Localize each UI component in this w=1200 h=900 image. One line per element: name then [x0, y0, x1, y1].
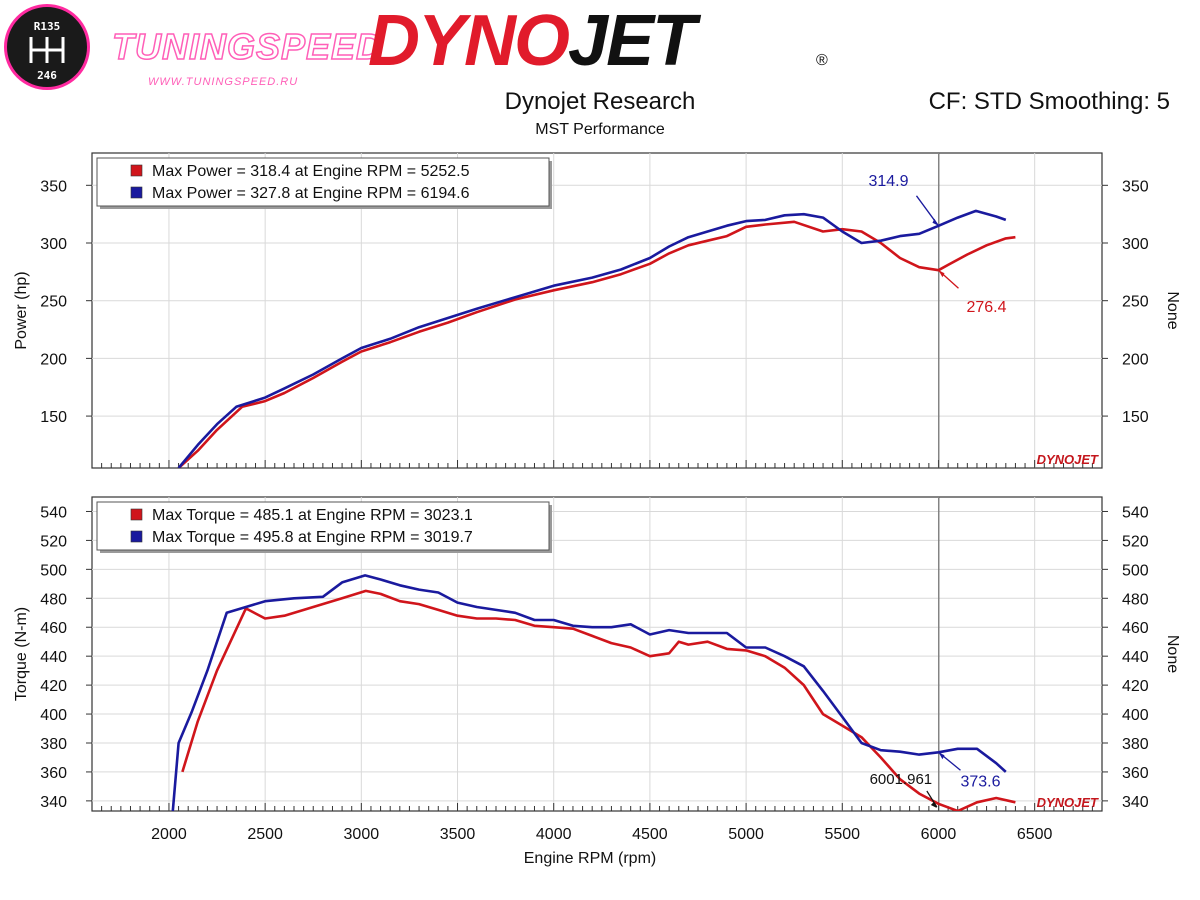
torque-red-run-line [181, 589, 1016, 811]
torque-y-tick-label: 400 [40, 707, 67, 724]
brand-part-a: DYNO [368, 1, 570, 81]
torque-y-tick-label: 540 [40, 504, 67, 521]
torque-y2-tick-label: 540 [1122, 504, 1149, 521]
cursor-readout-arrow [930, 802, 937, 808]
power-y2-tick-label: 250 [1122, 294, 1149, 311]
power-chart: 150 150 200 200 250 250 300 300 350 350 Power (hp)… [13, 152, 1181, 469]
torque-y-tick-label: 520 [40, 533, 67, 550]
torque-y2-tick-label: 500 [1122, 562, 1149, 579]
x-tick-label: 3000 [344, 826, 380, 843]
power-legend-swatch [130, 186, 143, 199]
correction-settings: CF: STD Smoothing: 5 [928, 88, 1170, 115]
brand-part-b: JET [568, 1, 696, 81]
torque-y2-tick-label: 360 [1122, 765, 1149, 782]
power-y-tick-label: 350 [40, 178, 67, 195]
torque-y2-tick-label: 420 [1122, 678, 1149, 695]
power-y2-tick-label: 300 [1122, 236, 1149, 253]
torque-y-tick-label: 500 [40, 562, 67, 579]
x-tick-label: 6500 [1017, 826, 1053, 843]
torque-legend-entry: Max Torque = 485.1 at Engine RPM = 3023.… [152, 507, 473, 524]
torque-y-tick-label: 480 [40, 591, 67, 608]
torque-chart: 340 340 360 360 380 380 400 400 420 420 440 440 460 4… [13, 496, 1181, 867]
power-plot-watermark: DYNOJET [1037, 452, 1099, 467]
torque-annotation-arrow [938, 752, 945, 760]
power-legend-entry: Max Power = 318.4 at Engine RPM = 5252.5 [152, 163, 470, 180]
torque-y-tick-label: 380 [40, 736, 67, 753]
power-legend [96, 157, 550, 207]
x-tick-label: 4500 [632, 826, 668, 843]
torque-y2-tick-label: 440 [1122, 649, 1149, 666]
watermark-name: TUNINGSPEED [111, 25, 384, 68]
power-annotation-arrow [932, 218, 939, 226]
chart-subtitle: MST Performance [535, 121, 665, 138]
power-y2-tick-label: 150 [1122, 409, 1149, 426]
torque-y-tick-label: 420 [40, 678, 67, 695]
power-legend-entry: Max Power = 327.8 at Engine RPM = 6194.6 [152, 185, 470, 202]
x-axis-label: Engine RPM (rpm) [524, 850, 656, 867]
power-annotation-label: 276.4 [966, 299, 1006, 316]
x-tick-label: 5000 [728, 826, 764, 843]
watermark-url: WWW.TUNINGSPEED.RU [148, 76, 299, 88]
x-tick-label: 5500 [824, 826, 860, 843]
torque-y2-tick-label: 460 [1122, 620, 1149, 637]
torque-legend-entry: Max Torque = 495.8 at Engine RPM = 3019.… [152, 529, 473, 546]
torque-plot-watermark: DYNOJET [1037, 795, 1099, 810]
shift-pattern-logo: R135 246 [4, 4, 90, 90]
torque-legend-swatch [130, 508, 143, 521]
logo-gear-bottom: 246 [37, 69, 57, 82]
power-y-tick-label: 200 [40, 351, 67, 368]
power-y-axis-label: Power (hp) [13, 271, 30, 349]
torque-y2-axis-label: None [1164, 635, 1181, 673]
power-y2-tick-label: 200 [1122, 351, 1149, 368]
logo-gear-top: R135 [33, 20, 61, 33]
x-tick-label: 6000 [921, 826, 957, 843]
torque-y2-tick-label: 400 [1122, 707, 1149, 724]
cursor-rpm-readout: 6001.961 [870, 771, 933, 788]
torque-legend [96, 501, 550, 551]
dynojet-logo: DYNOJET [368, 0, 696, 82]
x-tick-label: 4000 [536, 826, 572, 843]
chart-title: Dynojet Research [504, 88, 696, 115]
torque-y2-tick-label: 380 [1122, 736, 1149, 753]
torque-y-tick-label: 340 [40, 794, 67, 811]
torque-legend-swatch [130, 530, 143, 543]
report-header: R135 246 TUNINGSPEED WWW.TUNINGSPEED.RU … [0, 0, 1200, 150]
torque-y-tick-label: 440 [40, 649, 67, 666]
power-blue-run-line [177, 209, 1007, 468]
x-tick-label: 2500 [247, 826, 283, 843]
torque-annotation-label: 373.6 [960, 773, 1000, 790]
power-y-tick-label: 150 [40, 409, 67, 426]
power-y-tick-label: 300 [40, 236, 67, 253]
power-legend-swatch [130, 164, 143, 177]
power-y2-tick-label: 350 [1122, 178, 1149, 195]
torque-blue-run-line [171, 574, 1007, 811]
torque-y-tick-label: 460 [40, 620, 67, 637]
power-y2-axis-label: None [1164, 291, 1181, 329]
torque-y-tick-label: 360 [40, 765, 67, 782]
power-annotation-arrow [938, 270, 945, 278]
x-tick-label: 2000 [151, 826, 187, 843]
power-red-run-line [177, 220, 1016, 468]
x-tick-label: 3500 [440, 826, 476, 843]
torque-y2-tick-label: 480 [1122, 591, 1149, 608]
cursor-readout-leader [926, 790, 938, 808]
registered-mark: ® [816, 52, 828, 69]
torque-y2-tick-label: 340 [1122, 794, 1149, 811]
torque-y2-tick-label: 520 [1122, 533, 1149, 550]
shift-gate-icon [29, 37, 65, 63]
torque-y-axis-label: Torque (N-m) [13, 607, 30, 701]
power-y-tick-label: 250 [40, 294, 67, 311]
power-annotation-label: 314.9 [868, 173, 908, 190]
